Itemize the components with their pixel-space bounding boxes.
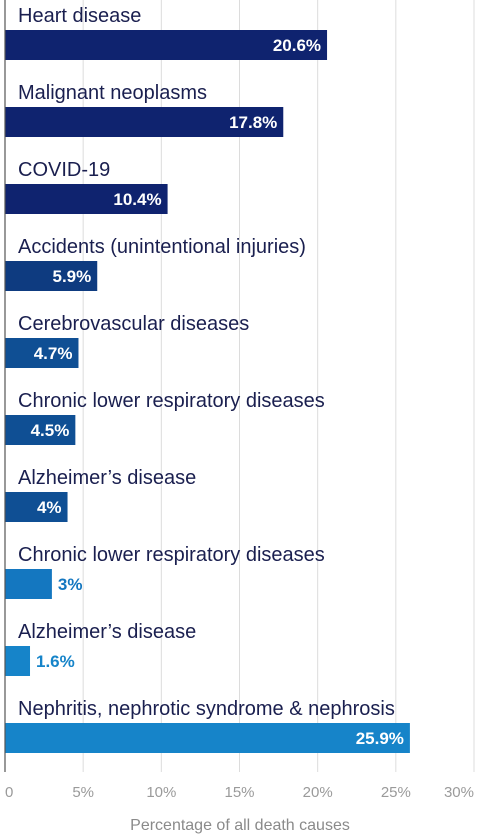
x-tick-label: 0: [5, 784, 13, 801]
category-label: Heart disease: [18, 5, 141, 27]
value-label: 1.6%: [36, 652, 75, 671]
x-tick-label: 30%: [444, 784, 474, 801]
x-tick-label: 5%: [72, 784, 94, 801]
bars: Heart disease 20.6% Malignant neoplasms 17.…: [5, 5, 410, 753]
bar-row: Alzheimer’s disease 4%: [5, 467, 196, 522]
value-label: 10.4%: [113, 190, 161, 209]
bar: [5, 492, 68, 522]
category-label: COVID-19: [18, 159, 110, 181]
category-label: Cerebrovascular diseases: [18, 313, 249, 335]
x-tick-label: 20%: [303, 784, 333, 801]
bar: [5, 338, 79, 368]
value-label: 4.5%: [31, 421, 70, 440]
value-label: 25.9%: [356, 729, 404, 748]
value-label: 5.9%: [52, 267, 91, 286]
bar-row: Heart disease 20.6%: [5, 5, 328, 60]
value-label: 20.6%: [273, 36, 321, 55]
bar: [5, 261, 98, 291]
x-axis-title: Percentage of all death causes: [130, 817, 350, 834]
bar: [5, 723, 410, 753]
bar-row: Alzheimer’s disease 1.6%: [5, 621, 196, 676]
bar-row: Nephritis, nephrotic syndrome & nephrosi…: [5, 698, 410, 753]
x-tick-label: 25%: [381, 784, 411, 801]
category-label: Nephritis, nephrotic syndrome & nephrosi…: [18, 698, 395, 720]
bar-row: Chronic lower respiratory diseases 4.5%: [5, 390, 325, 445]
value-label: 4%: [37, 498, 62, 517]
x-tick-label: 10%: [146, 784, 176, 801]
value-label: 4.7%: [34, 344, 73, 363]
category-label: Malignant neoplasms: [18, 82, 207, 104]
value-label: 17.8%: [229, 113, 277, 132]
bar: [5, 569, 52, 599]
category-label: Alzheimer’s disease: [18, 621, 196, 643]
bar: [5, 30, 328, 60]
category-label: Alzheimer’s disease: [18, 467, 196, 489]
value-label: 3%: [58, 575, 83, 594]
bar: [5, 107, 284, 137]
bar: [5, 646, 31, 676]
bar-row: Chronic lower respiratory diseases 3%: [5, 544, 325, 599]
category-label: Accidents (unintentional injuries): [18, 236, 306, 258]
bar: [5, 184, 168, 214]
bar: [5, 415, 76, 445]
category-label: Chronic lower respiratory diseases: [18, 544, 325, 566]
bar-row: Accidents (unintentional injuries) 5.9%: [5, 236, 306, 291]
bar-row: Cerebrovascular diseases 4.7%: [5, 313, 249, 368]
category-label: Chronic lower respiratory diseases: [18, 390, 325, 412]
bar-row: Malignant neoplasms 17.8%: [5, 82, 284, 137]
x-axis: 0 5% 10% 15% 20% 25% 30%: [4, 0, 474, 801]
x-tick-label: 15%: [224, 784, 254, 801]
